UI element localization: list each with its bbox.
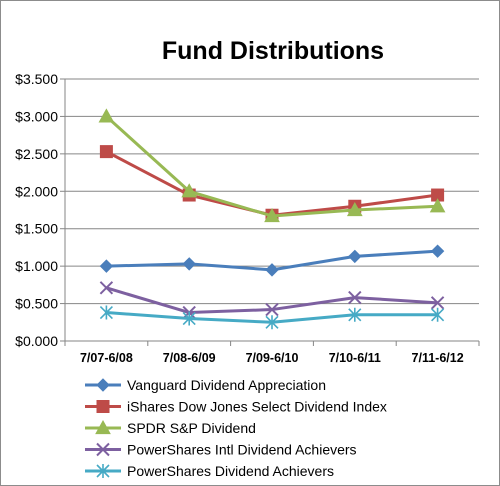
axes: [60, 78, 480, 346]
data-point: [265, 315, 279, 330]
series-powershares-dividend-achievers: [99, 305, 445, 330]
data-point: [99, 145, 113, 159]
data-point: [346, 201, 363, 217]
y-tick-label: $2.000: [15, 183, 58, 199]
data-point: [264, 207, 280, 223]
y-tick-label: $0.000: [15, 333, 58, 349]
legend-label: PowerShares Dividend Achievers: [127, 463, 334, 479]
data-point: [348, 307, 362, 322]
data-point: [99, 281, 114, 295]
legend-item-spdr-s-p-dividend: SPDR S&P Dividend: [85, 419, 256, 436]
y-tick-label: $3.000: [15, 108, 58, 124]
data-point: [430, 296, 445, 310]
data-point: [98, 108, 115, 123]
x-tick-label: 7/11-6/12: [412, 351, 464, 365]
legend-swatch-marker: [96, 464, 110, 478]
x-tick-label: 7/10-6/11: [329, 351, 381, 365]
y-tick-label: $3.500: [15, 71, 58, 87]
legend-item-ishares-dow-jones-select-dividend-index: iShares Dow Jones Select Dividend Index: [85, 399, 387, 415]
y-tick-label: $1.000: [15, 258, 58, 274]
x-tick-label: 7/07-6/08: [80, 351, 133, 365]
data-point: [182, 311, 196, 326]
legend-label: SPDR S&P Dividend: [127, 420, 256, 436]
data-point: [431, 307, 445, 322]
x-tick-label: 7/09-6/10: [246, 351, 299, 365]
series-spdr-s-p-dividend: [98, 108, 446, 223]
legend-label: iShares Dow Jones Select Dividend Index: [127, 399, 387, 415]
y-tick-label: $2.500: [15, 146, 58, 162]
data-point: [429, 198, 446, 213]
data-point: [348, 290, 362, 305]
data-point: [265, 263, 279, 277]
legend-item-vanguard-dividend-appreciation: Vanguard Dividend Appreciation: [85, 377, 326, 393]
data-point: [348, 249, 362, 264]
data-point: [430, 244, 445, 258]
data-point: [99, 305, 113, 320]
series-vanguard-dividend-appreciation: [99, 244, 445, 277]
legend-item-powershares-intl-dividend-achievers: PowerShares Intl Dividend Achievers: [85, 442, 357, 458]
data-point: [182, 257, 196, 271]
legend-label: Vanguard Dividend Appreciation: [127, 377, 326, 393]
series-lines: [98, 108, 446, 330]
y-tick-label: $1.500: [15, 221, 58, 237]
legend-swatch-marker: [96, 442, 110, 457]
legend-item-powershares-dividend-achievers: PowerShares Dividend Achievers: [85, 463, 334, 479]
data-point: [265, 302, 279, 317]
legend-swatch-marker: [96, 378, 110, 392]
y-axis-tick-labels: $0.000 $0.500 $1.000 $1.500 $2.000 $2.500 $3.0…: [15, 71, 58, 349]
legend: Vanguard Dividend Appreciation iShares Do…: [85, 377, 387, 479]
legend-label: PowerShares Intl Dividend Achievers: [127, 442, 357, 458]
data-point: [181, 183, 198, 198]
series-powershares-intl-dividend-achievers: [99, 281, 445, 320]
legend-swatch-marker: [96, 400, 110, 413]
x-axis-tick-labels: 7/07-6/08 7/08-6/09 7/09-6/10 7/10-6/11 7/11…: [80, 351, 464, 365]
chart-title: Fund Distributions: [162, 37, 384, 65]
y-tick-label: $0.500: [15, 296, 58, 312]
data-point: [99, 259, 114, 273]
legend-swatch-marker: [95, 419, 111, 435]
x-tick-label: 7/08-6/09: [163, 351, 216, 365]
